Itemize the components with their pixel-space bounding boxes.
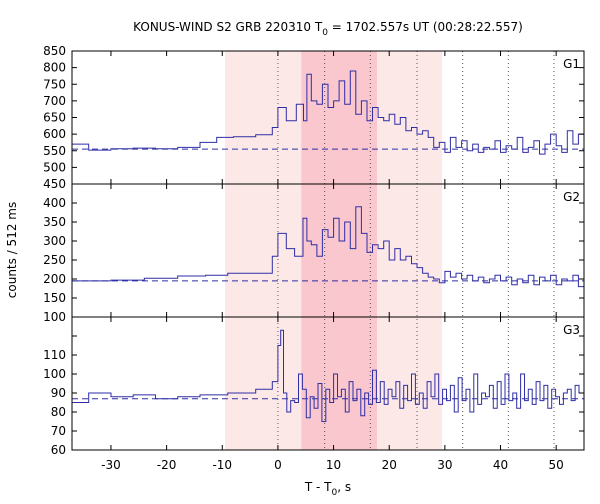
x-tick-label: -30: [101, 458, 121, 472]
xlabel-sub: 0: [332, 488, 338, 498]
y-tick-label: 550: [43, 144, 66, 158]
y-tick-label: 100: [43, 310, 66, 324]
title-sub: 0: [322, 28, 328, 38]
panel-g3: 60 70 80 90 100 110 G3: [43, 316, 585, 457]
y-tick-label: 110: [43, 348, 66, 362]
panel-frame: [71, 316, 585, 451]
y-tick-label: 350: [43, 215, 66, 229]
x-tick-label: 20: [382, 458, 397, 472]
y-tick-label: 70: [51, 424, 66, 438]
lightcurve-series-g1: [72, 70, 584, 155]
y-tick-label: 400: [43, 196, 66, 210]
y-axis-label: counts / 512 ms: [5, 202, 19, 298]
y-tick-label: 800: [43, 61, 66, 75]
x-tick-label: 0: [274, 458, 282, 472]
lightcurve-series-g3: [72, 329, 584, 422]
y-tick-label: 300: [43, 234, 66, 248]
shaded-region-1: [301, 51, 377, 450]
x-tick-label: 50: [549, 458, 564, 472]
y-tick-label: 80: [51, 405, 66, 419]
y-tick-label: 90: [51, 386, 66, 400]
y-tick-label: 650: [43, 111, 66, 125]
y-tick-label: 150: [43, 291, 66, 305]
panel-label: G1: [563, 57, 580, 71]
x-tick-label: -20: [157, 458, 177, 472]
y-tick-label: 450: [43, 177, 66, 191]
xlabel-main: T - T: [304, 480, 332, 494]
x-tick-label: 30: [437, 458, 452, 472]
x-tick-label: 10: [326, 458, 341, 472]
title-rest: = 1702.557s UT (00:28:22.557): [328, 20, 523, 34]
y-tick-label: 750: [43, 77, 66, 91]
y-tick-label: 250: [43, 253, 66, 267]
y-tick-label: 500: [43, 160, 66, 174]
y-tick-label: 700: [43, 94, 66, 108]
x-tick-label: -10: [212, 458, 232, 472]
y-tick-label: 200: [43, 272, 66, 286]
panel-g1: 450 500 550 600 650 700 750 800 850 G1: [43, 44, 585, 191]
panel-g2: 100 150 200 250 300 350 400 G2: [43, 183, 585, 324]
plot-layer: 450500550600650700750800850G110015020025…: [43, 44, 585, 472]
xlabel-rest: , s: [337, 480, 351, 494]
x-axis-label: T - T0, s: [304, 480, 351, 498]
y-tick-label: 850: [43, 44, 66, 58]
x-tick-label: 40: [493, 458, 508, 472]
panel-label: G2: [563, 190, 580, 204]
y-tick-label: 600: [43, 127, 66, 141]
lightcurve-series-g2: [72, 206, 584, 288]
panel-label: G3: [563, 323, 580, 337]
y-tick-label: 100: [43, 367, 66, 381]
title-main: KONUS-WIND S2 GRB 220310 T: [133, 20, 323, 34]
chart-title: KONUS-WIND S2 GRB 220310 T0 = 1702.557s …: [133, 20, 523, 38]
y-tick-label: 60: [51, 443, 66, 457]
